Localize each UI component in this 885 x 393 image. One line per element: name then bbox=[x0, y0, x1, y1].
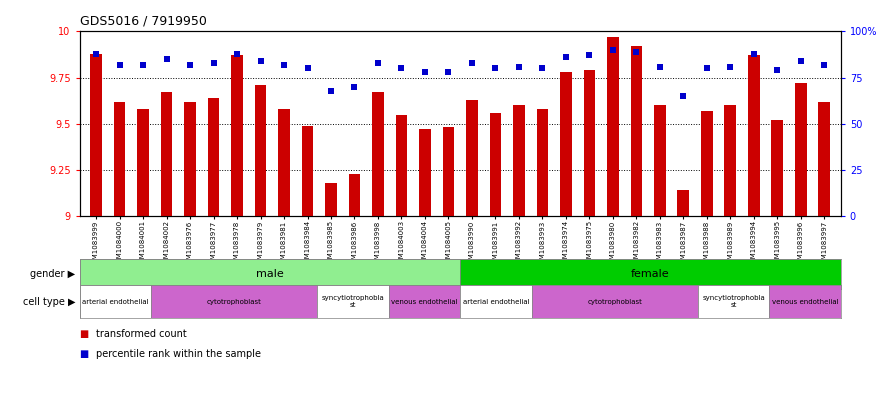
Point bbox=[606, 47, 620, 53]
Point bbox=[723, 63, 737, 70]
Point bbox=[395, 65, 409, 72]
Text: percentile rank within the sample: percentile rank within the sample bbox=[96, 349, 260, 359]
Bar bbox=[325, 183, 337, 216]
Bar bbox=[654, 105, 666, 216]
Bar bbox=[769, 285, 841, 318]
Point bbox=[817, 62, 831, 68]
Bar bbox=[372, 92, 384, 216]
Bar bbox=[678, 190, 689, 216]
Point bbox=[676, 93, 690, 99]
Bar bbox=[701, 111, 712, 216]
Bar bbox=[513, 105, 525, 216]
Text: cytotrophoblast: cytotrophoblast bbox=[207, 299, 262, 305]
Text: transformed count: transformed count bbox=[96, 329, 187, 339]
Text: male: male bbox=[256, 269, 284, 279]
Bar bbox=[466, 100, 478, 216]
Point bbox=[206, 60, 220, 66]
Point bbox=[489, 65, 503, 72]
Bar bbox=[90, 53, 102, 216]
Text: venous endothelial: venous endothelial bbox=[391, 299, 458, 305]
Bar bbox=[318, 285, 389, 318]
Text: arterial endothelial: arterial endothelial bbox=[463, 299, 529, 305]
Bar bbox=[536, 109, 549, 216]
Bar bbox=[460, 285, 532, 318]
Bar bbox=[208, 98, 219, 216]
Point bbox=[512, 63, 526, 70]
Point bbox=[371, 60, 385, 66]
Bar bbox=[489, 113, 501, 216]
Bar bbox=[772, 120, 783, 216]
Bar bbox=[349, 174, 360, 216]
Text: venous endothelial: venous endothelial bbox=[772, 299, 838, 305]
Bar bbox=[419, 129, 431, 216]
Bar bbox=[255, 85, 266, 216]
Bar bbox=[113, 102, 126, 216]
Text: gender ▶: gender ▶ bbox=[30, 269, 75, 279]
Point bbox=[582, 52, 596, 59]
Bar bbox=[560, 72, 572, 216]
Bar bbox=[819, 102, 830, 216]
Bar bbox=[630, 46, 643, 216]
Point bbox=[300, 65, 314, 72]
Bar bbox=[184, 102, 196, 216]
Point bbox=[324, 87, 338, 94]
Bar bbox=[795, 83, 807, 216]
Point bbox=[159, 56, 173, 62]
Point bbox=[700, 65, 714, 72]
Point bbox=[747, 50, 761, 57]
Point bbox=[535, 65, 550, 72]
Point bbox=[629, 49, 643, 55]
Bar bbox=[80, 259, 460, 289]
Bar bbox=[583, 70, 596, 216]
Bar bbox=[80, 285, 151, 318]
Bar bbox=[161, 92, 173, 216]
Point bbox=[418, 69, 432, 75]
Text: female: female bbox=[631, 269, 670, 279]
Bar bbox=[698, 285, 769, 318]
Point bbox=[183, 62, 197, 68]
Point bbox=[230, 50, 244, 57]
Text: GDS5016 / 7919950: GDS5016 / 7919950 bbox=[80, 15, 206, 28]
Point bbox=[653, 63, 667, 70]
Bar bbox=[278, 109, 290, 216]
Bar bbox=[442, 127, 454, 216]
Point bbox=[770, 67, 784, 73]
Text: cytotrophoblast: cytotrophoblast bbox=[588, 299, 643, 305]
Text: ■: ■ bbox=[80, 329, 92, 339]
Point bbox=[465, 60, 479, 66]
Bar bbox=[748, 55, 759, 216]
Point bbox=[89, 50, 104, 57]
Bar bbox=[137, 109, 149, 216]
Bar bbox=[460, 259, 841, 289]
Point bbox=[558, 54, 573, 61]
Bar bbox=[725, 105, 736, 216]
Point bbox=[253, 58, 267, 64]
Bar bbox=[151, 285, 318, 318]
Point bbox=[277, 62, 291, 68]
Bar bbox=[607, 37, 619, 216]
Text: syncytiotrophobla
st: syncytiotrophobla st bbox=[322, 295, 385, 308]
Bar bbox=[231, 55, 242, 216]
Point bbox=[112, 62, 127, 68]
Bar bbox=[389, 285, 460, 318]
Point bbox=[348, 84, 362, 90]
Bar bbox=[396, 114, 407, 216]
Point bbox=[794, 58, 808, 64]
Text: arterial endothelial: arterial endothelial bbox=[82, 299, 149, 305]
Point bbox=[136, 62, 150, 68]
Bar bbox=[532, 285, 698, 318]
Text: syncytiotrophobla
st: syncytiotrophobla st bbox=[703, 295, 766, 308]
Text: ■: ■ bbox=[80, 349, 92, 359]
Text: cell type ▶: cell type ▶ bbox=[23, 297, 75, 307]
Bar bbox=[302, 126, 313, 216]
Point bbox=[442, 69, 456, 75]
